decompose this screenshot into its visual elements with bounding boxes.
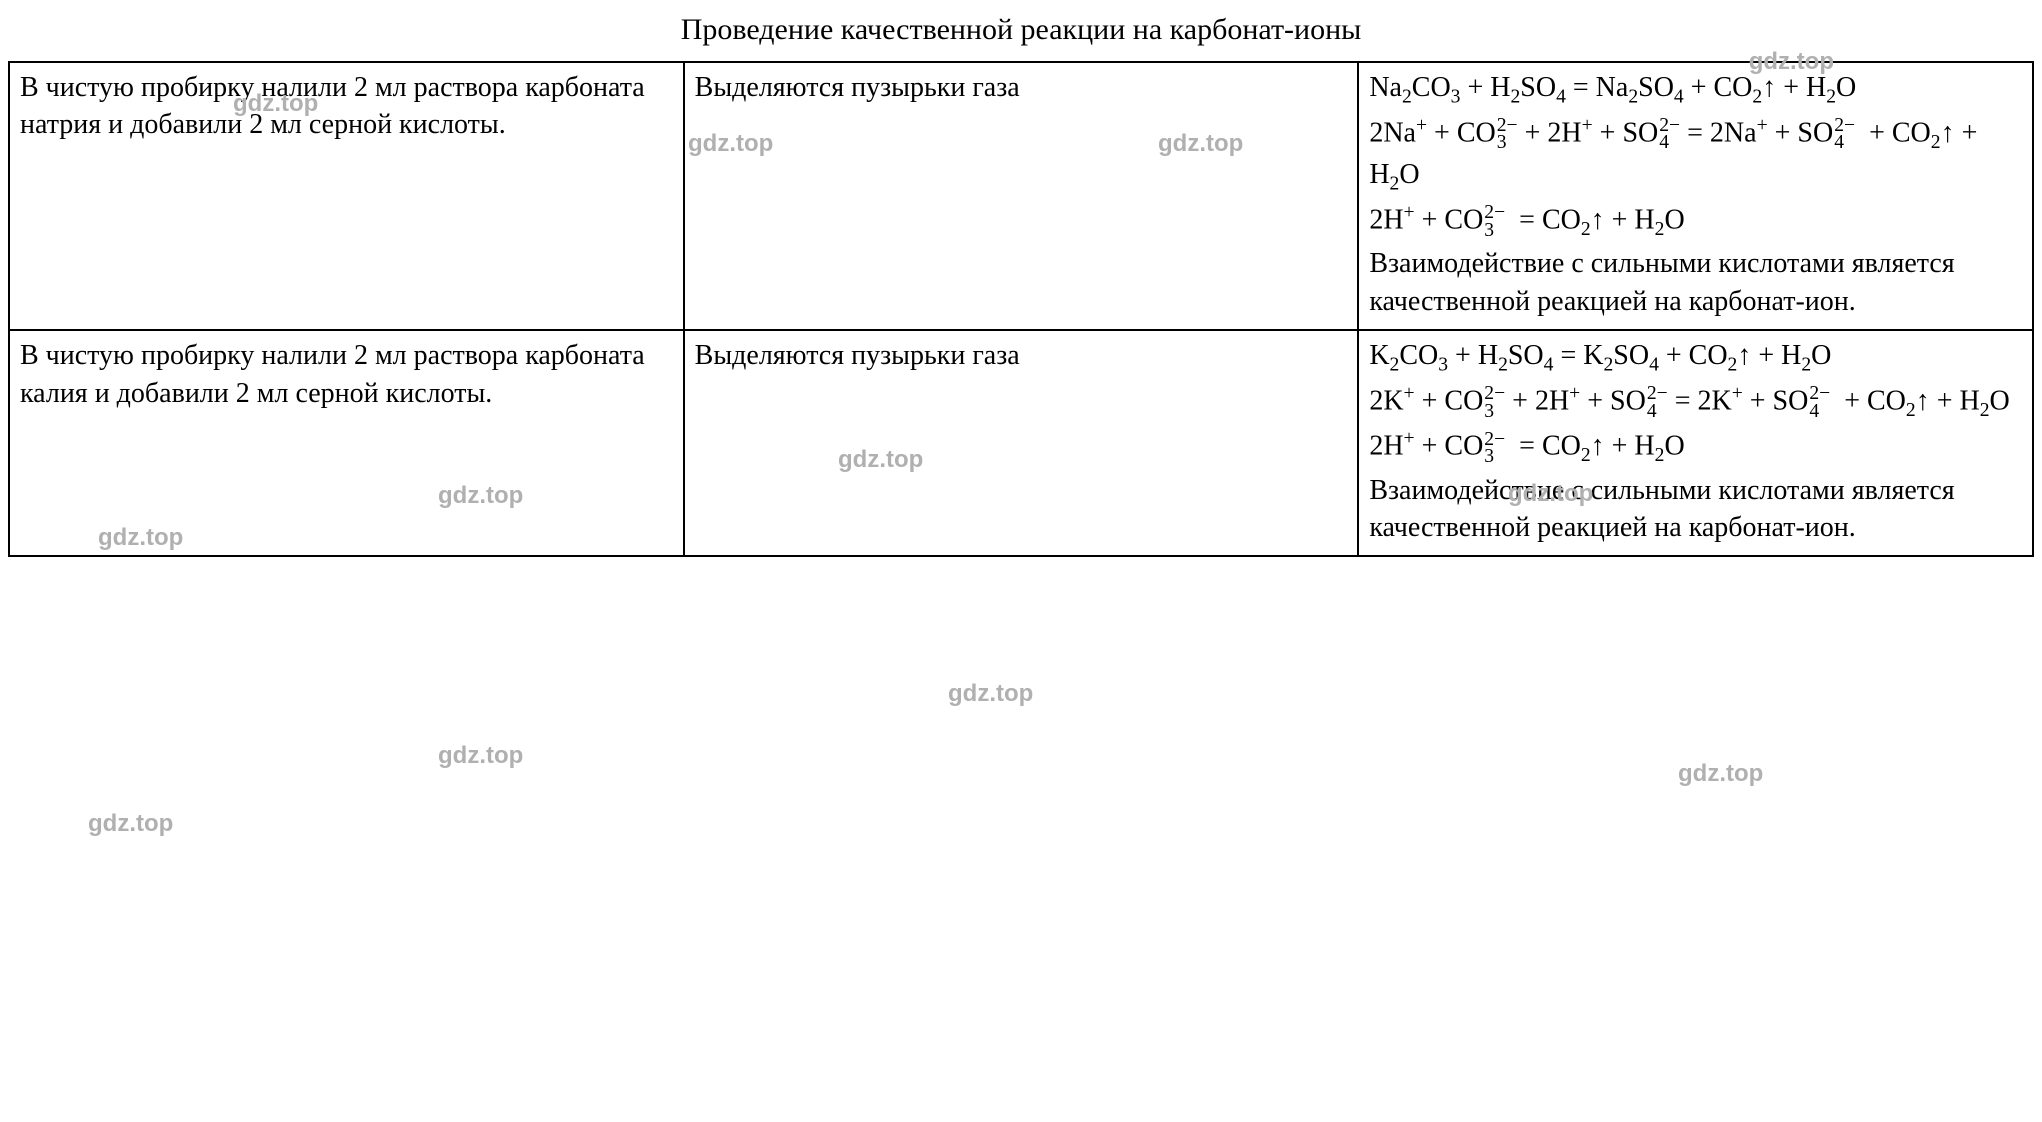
conclusion-text: Взаимодействие с сильными кислотами явля… [1369,245,2022,321]
watermark: gdz.top [438,742,523,770]
observation-cell: Выделяются пузырьки газа [684,330,1359,556]
chemistry-table: Проведение качественной реакции на карбо… [8,0,2034,557]
procedure-cell: В чистую пробирку налили 2 мл раствора к… [9,330,684,556]
watermark: gdz.top [1749,48,1834,76]
observation-cell: Выделяются пузырьки газа [684,62,1359,330]
equations-cell: Na2CO3 + H2SO4 = Na2SO4 + CO2↑ + H2O 2Na… [1358,62,2033,330]
equations-cell: K2CO3 + H2SO4 = K2SO4 + CO2↑ + H2O 2K+ +… [1358,330,2033,556]
procedure-text: В чистую пробирку налили 2 мл раствора к… [20,72,645,141]
watermark: gdz.top [688,130,773,158]
watermark: gdz.top [1158,130,1243,158]
watermark: gdz.top [233,90,318,118]
watermark: gdz.top [1508,480,1593,508]
full-ionic-equation: 2K+ + CO2−3 + 2H+ + SO2−4 = 2K+ + SO2−4 … [1369,381,2022,424]
table-title-cell: Проведение качественной реакции на карбо… [9,0,2033,62]
watermark: gdz.top [838,446,923,474]
observation-text: Выделяются пузырьки газа [695,72,1020,103]
molecular-equation: Na2CO3 + H2SO4 = Na2SO4 + CO2↑ + H2O [1369,69,2022,111]
procedure-cell: В чистую пробирку налили 2 мл раствора к… [9,62,684,330]
net-ionic-equation: 2H+ + CO2−3 = CO2↑ + H2O [1369,426,2022,469]
watermark: gdz.top [88,810,173,838]
watermark: gdz.top [1678,760,1763,788]
observation-text: Выделяются пузырьки газа [695,340,1020,371]
table-container: gdz.top gdz.top gdz.top gdz.top gdz.top … [8,0,2034,557]
watermark: gdz.top [98,524,183,552]
watermark: gdz.top [438,482,523,510]
conclusion-text: Взаимодействие с сильными кислотами явля… [1369,472,2022,548]
table-row: В чистую пробирку налили 2 мл раствора к… [9,330,2033,556]
table-header-row: Проведение качественной реакции на карбо… [9,0,2033,62]
table-title: Проведение качественной реакции на карбо… [681,13,1362,46]
full-ionic-equation: 2Na+ + CO2−3 + 2H+ + SO2−4 = 2Na+ + SO2−… [1369,113,2022,198]
procedure-text: В чистую пробирку налили 2 мл раствора к… [20,340,645,409]
watermark: gdz.top [948,680,1033,708]
molecular-equation: K2CO3 + H2SO4 = K2SO4 + CO2↑ + H2O [1369,337,2022,379]
net-ionic-equation: 2H+ + CO2−3 = CO2↑ + H2O [1369,200,2022,243]
